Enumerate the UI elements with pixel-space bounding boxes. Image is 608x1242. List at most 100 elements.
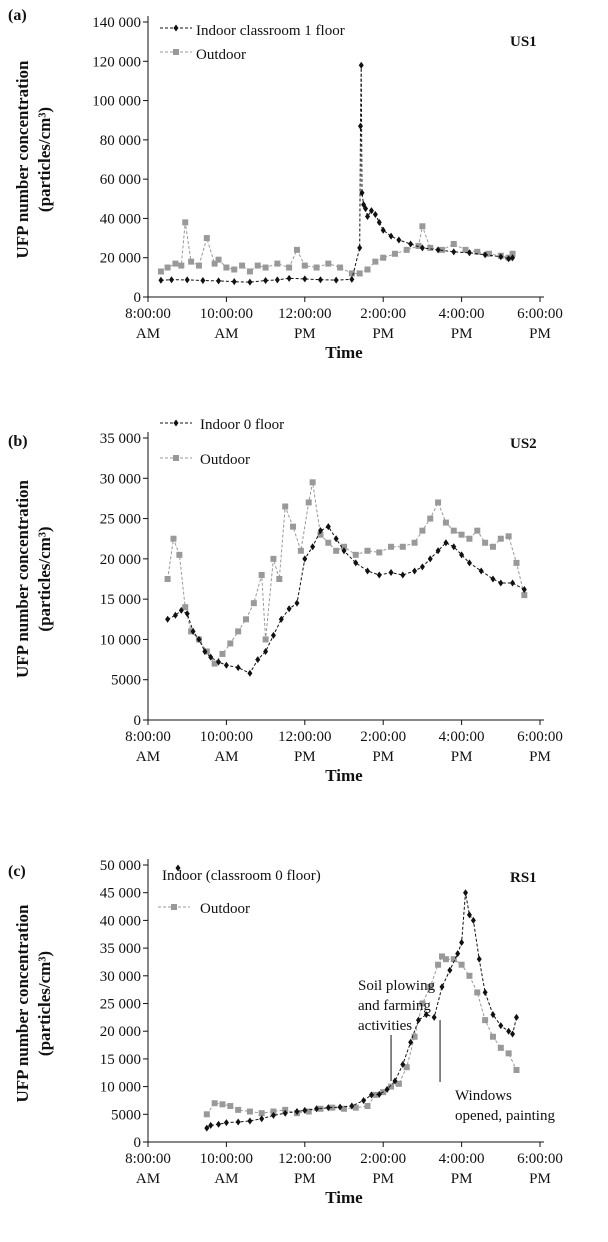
data-point (352, 1104, 359, 1111)
data-point (250, 600, 257, 607)
data-point (361, 1096, 367, 1104)
data-point (258, 1110, 265, 1117)
series-line (206, 892, 517, 1129)
data-point (411, 1033, 418, 1040)
data-point (510, 1030, 516, 1038)
data-point (423, 1011, 429, 1019)
data-point (497, 535, 504, 542)
x-tick-label: 6:00:00 (517, 306, 563, 322)
data-point (169, 276, 175, 284)
data-point (231, 278, 237, 286)
data-point (442, 956, 449, 963)
y-tick-label: 140 000 (92, 15, 141, 31)
data-point (325, 539, 332, 546)
x-tick-label: PM (529, 749, 551, 765)
data-point (419, 244, 425, 252)
data-point (203, 235, 210, 242)
x-tick-label: PM (529, 326, 551, 342)
data-point (466, 972, 473, 979)
data-point (376, 549, 383, 556)
data-point (356, 270, 363, 277)
data-point (337, 1103, 343, 1111)
data-point (325, 523, 331, 531)
data-point (368, 1091, 374, 1099)
data-point (498, 579, 504, 587)
data-point (309, 479, 316, 486)
site-label: US2 (510, 436, 537, 452)
data-point (282, 503, 289, 510)
data-point (506, 255, 512, 263)
data-point (341, 547, 347, 555)
data-point (521, 592, 528, 599)
x-tick-label: PM (372, 326, 394, 342)
x-tick-label: 8:00:00 (125, 729, 171, 745)
x-tick-label: 12:00:00 (278, 729, 331, 745)
annotation-text: opened, painting (455, 1108, 555, 1124)
data-point (359, 189, 365, 197)
data-point (462, 246, 469, 253)
data-point (403, 1064, 410, 1071)
data-point (293, 246, 300, 253)
data-point (513, 1066, 520, 1073)
x-axis-title: Time (325, 766, 363, 785)
data-point (490, 575, 496, 583)
data-point (195, 262, 202, 269)
data-point (170, 535, 177, 542)
data-point (164, 576, 171, 582)
data-point (270, 1108, 277, 1115)
data-point (388, 569, 394, 577)
data-point (509, 250, 516, 257)
data-point (380, 226, 386, 234)
data-point (443, 539, 449, 547)
data-point (466, 249, 472, 257)
data-point (482, 1017, 489, 1024)
data-point (510, 579, 516, 587)
data-point (341, 543, 347, 550)
data-point (384, 1085, 390, 1093)
panel-label: (b) (8, 433, 28, 450)
x-tick-label: AM (136, 326, 160, 342)
data-point (204, 1124, 210, 1132)
y-tick-label: 5000 (111, 673, 141, 689)
data-point (215, 256, 222, 263)
annotation-text: activities (358, 1018, 412, 1034)
x-tick-label: PM (451, 1171, 473, 1187)
x-tick-label: 12:00:00 (278, 1151, 331, 1167)
data-point (408, 240, 414, 248)
y-tick-label: 40 000 (100, 913, 141, 929)
data-point (333, 547, 340, 554)
data-point (427, 244, 434, 251)
y-tick-label: 30 000 (100, 969, 141, 985)
data-point (415, 1016, 421, 1024)
data-point (427, 555, 433, 563)
y-axis-title: (particles/cm³) (35, 526, 54, 631)
data-point (419, 1000, 426, 1007)
y-tick-label: 20 000 (100, 552, 141, 568)
series-line (160, 65, 513, 283)
data-point (172, 611, 178, 619)
data-point (392, 1077, 398, 1085)
data-point (178, 606, 184, 614)
y-tick-label: 30 000 (100, 471, 141, 487)
data-point (227, 640, 234, 647)
data-point (490, 1011, 496, 1019)
x-tick-label: 10:00:00 (200, 306, 253, 322)
y-axis-title: (particles/cm³) (35, 951, 54, 1056)
data-point (357, 244, 363, 252)
data-point (431, 1013, 437, 1021)
x-tick-label: AM (136, 749, 160, 765)
data-point (411, 539, 418, 546)
data-point (235, 1106, 242, 1113)
data-point (489, 543, 496, 550)
data-point (337, 264, 344, 271)
legend-marker (173, 49, 179, 55)
data-point (317, 531, 324, 538)
y-tick-label: 45 000 (100, 886, 141, 902)
x-tick-label: 8:00:00 (125, 306, 171, 322)
y-tick-label: 120 000 (92, 54, 141, 70)
data-point (439, 246, 445, 253)
data-point (301, 262, 308, 269)
x-tick-label: PM (529, 1171, 551, 1187)
data-point (521, 585, 527, 593)
panel-label: (c) (8, 863, 26, 880)
